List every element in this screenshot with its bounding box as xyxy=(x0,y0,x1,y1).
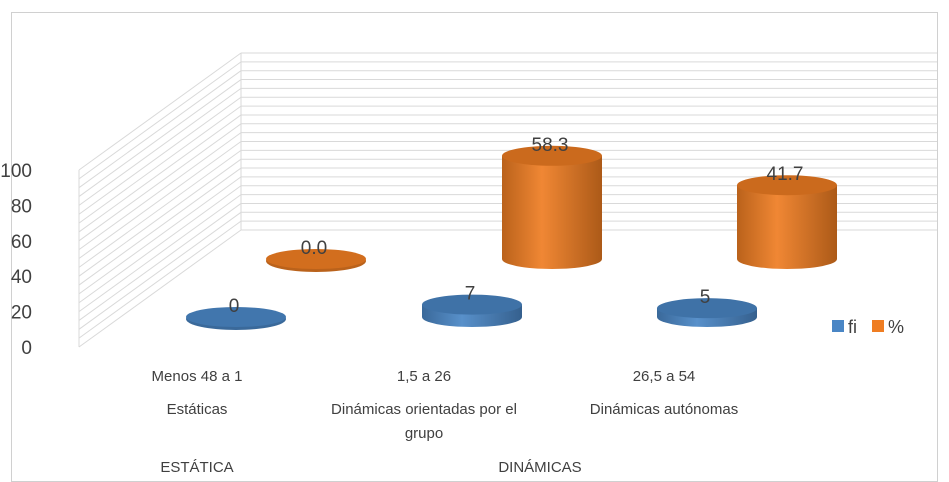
legend-swatch-% xyxy=(872,320,884,332)
side-gridline xyxy=(78,141,242,259)
legend-swatch-fi xyxy=(832,320,844,332)
y-tick-label: 40 xyxy=(11,267,32,288)
y-tick-label: 60 xyxy=(11,232,32,253)
legend-label: % xyxy=(888,317,904,337)
side-gridline xyxy=(78,203,242,321)
side-gridline xyxy=(78,79,242,197)
bar-%-2 xyxy=(737,175,837,269)
bar-body xyxy=(502,155,602,269)
side-gridline xyxy=(78,158,242,277)
category-label-level3: ESTÁTICA xyxy=(160,459,233,472)
side-gridline xyxy=(78,185,242,304)
bar-body xyxy=(737,185,837,269)
y-tick-label: 0 xyxy=(21,338,32,359)
data-label-%: 58.3 xyxy=(532,135,569,156)
data-label-%: 0.0 xyxy=(301,238,327,259)
data-label-fi: 5 xyxy=(700,287,711,308)
category-label-level2: Dinámicas autónomas xyxy=(590,401,738,418)
bar-top xyxy=(266,249,366,269)
category-label-level1: Menos 48 a 1 xyxy=(152,368,243,385)
category-axis: Menos 48 a 1 1,5 a 26 26,5 a 54 Estáticas Di… xyxy=(152,368,739,472)
side-gridline xyxy=(78,52,242,171)
bar-%-1 xyxy=(502,145,602,269)
side-gridline xyxy=(78,229,242,348)
side-gridline xyxy=(78,70,242,189)
y-tick-label: 80 xyxy=(11,196,32,217)
side-gridline xyxy=(78,96,242,215)
category-label-level2: Estáticas xyxy=(167,401,228,418)
side-gridline xyxy=(78,211,242,330)
side-gridline xyxy=(78,123,242,242)
bar-top xyxy=(422,294,522,315)
side-gridline xyxy=(78,87,242,206)
chart: 0 20 40 60 80 100 0.0 58.3 41.7 0 7 5 Menos 48 a 1… xyxy=(0,52,937,472)
bar-fi-0 xyxy=(186,307,286,330)
side-gridline xyxy=(78,114,242,233)
category-label-level1: 1,5 a 26 xyxy=(397,368,451,385)
legend: fi% xyxy=(832,317,904,337)
legend-label: fi xyxy=(848,317,857,337)
side-gridline xyxy=(78,149,242,268)
side-gridline xyxy=(78,176,242,295)
bar-top xyxy=(657,298,757,319)
side-gridline xyxy=(78,61,242,180)
bars xyxy=(186,145,837,330)
data-label-fi: 0 xyxy=(229,296,240,317)
bar-fi-2 xyxy=(657,298,757,327)
y-tick-label: 20 xyxy=(11,303,32,324)
bar-%-0 xyxy=(266,249,366,272)
side-gridline xyxy=(78,220,242,339)
data-label-fi: 7 xyxy=(465,284,476,305)
category-label-level3: DINÁMICAS xyxy=(498,459,581,472)
y-axis: 0 20 40 60 80 100 xyxy=(0,161,32,359)
y-tick-label: 100 xyxy=(0,161,32,182)
side-gridline xyxy=(78,132,242,251)
bar-top xyxy=(737,175,837,196)
category-label-level2: Dinámicas orientadas por el xyxy=(331,401,517,418)
data-label-%: 41.7 xyxy=(767,164,804,185)
bar-top xyxy=(502,145,602,166)
side-gridline xyxy=(78,105,242,224)
category-label-level1: 26,5 a 54 xyxy=(633,368,696,385)
side-gridline xyxy=(78,167,242,286)
bar-top xyxy=(186,307,286,327)
data-labels: 0.0 58.3 41.7 0 7 5 xyxy=(229,135,804,317)
side-gridline xyxy=(78,194,242,313)
category-label-level2: grupo xyxy=(405,425,443,442)
bar-fi-1 xyxy=(422,294,522,327)
